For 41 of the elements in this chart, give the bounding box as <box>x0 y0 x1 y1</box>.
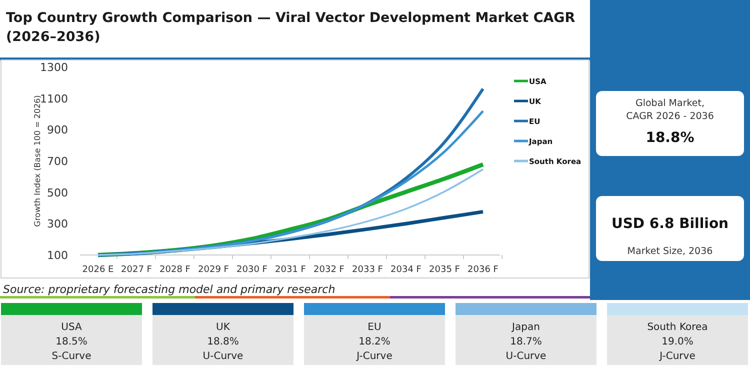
y-tick-label: 900 <box>47 124 68 137</box>
text: Global Market, <box>635 98 705 109</box>
x-tick-label: 2027 F <box>121 265 152 275</box>
chart-title: Top Country Growth Comparison — Viral Vector Development Market CAGR (2026–2036) <box>6 10 576 45</box>
y-tick-label: 100 <box>47 249 68 262</box>
text: U-Curve <box>506 351 546 362</box>
text: 19.0% <box>662 336 694 348</box>
y-tick-label: 500 <box>47 186 68 200</box>
x-tick-label: 2030 F <box>236 265 268 275</box>
x-tick-label: 2028 F <box>160 265 190 275</box>
x-tick-label: 2035 F <box>429 265 460 275</box>
y-tick-label: 1300 <box>40 61 68 74</box>
x-tick-label: 2036 F <box>468 265 498 275</box>
text: S-Curve <box>52 351 92 362</box>
x-tick-label: 2034 F <box>390 265 422 275</box>
category-label: UK <box>216 322 230 333</box>
y-axis-title: Growth Index (Base 100 = 2026) <box>33 95 42 227</box>
text: 18.5% <box>56 336 88 348</box>
text: J-Curve <box>356 351 392 362</box>
x-tick-label: 2032 F <box>314 265 344 275</box>
text: J-Curve <box>658 351 696 362</box>
y-tick-label: 1100 <box>40 92 68 106</box>
text: 18.8% <box>207 336 239 348</box>
text: Market Size, 2036 <box>627 246 713 257</box>
x-tick-label: 2029 F <box>198 265 229 275</box>
x-tick-label: 2033 F <box>352 265 383 275</box>
x-tick-label: 2026 E <box>82 265 114 275</box>
category-label: EU <box>368 322 382 333</box>
y-tick-label: 700 <box>47 155 68 168</box>
text: 18.8% <box>646 130 694 146</box>
x-tick-label: 2031 F <box>275 265 306 275</box>
text: CAGR 2026 - 2036 <box>626 111 714 122</box>
text: 18.7% <box>510 336 542 348</box>
category-label: USA <box>61 322 82 333</box>
text: USD 6.8 Billion <box>611 216 729 232</box>
y-tick-label: 300 <box>47 218 68 231</box>
text: 18.2% <box>358 336 390 348</box>
category-label: South Korea <box>647 322 708 333</box>
category-label: Japan <box>511 322 540 333</box>
source-note: Source: proprietary forecasting model and primary research <box>3 283 336 296</box>
text: U-Curve <box>202 351 244 362</box>
